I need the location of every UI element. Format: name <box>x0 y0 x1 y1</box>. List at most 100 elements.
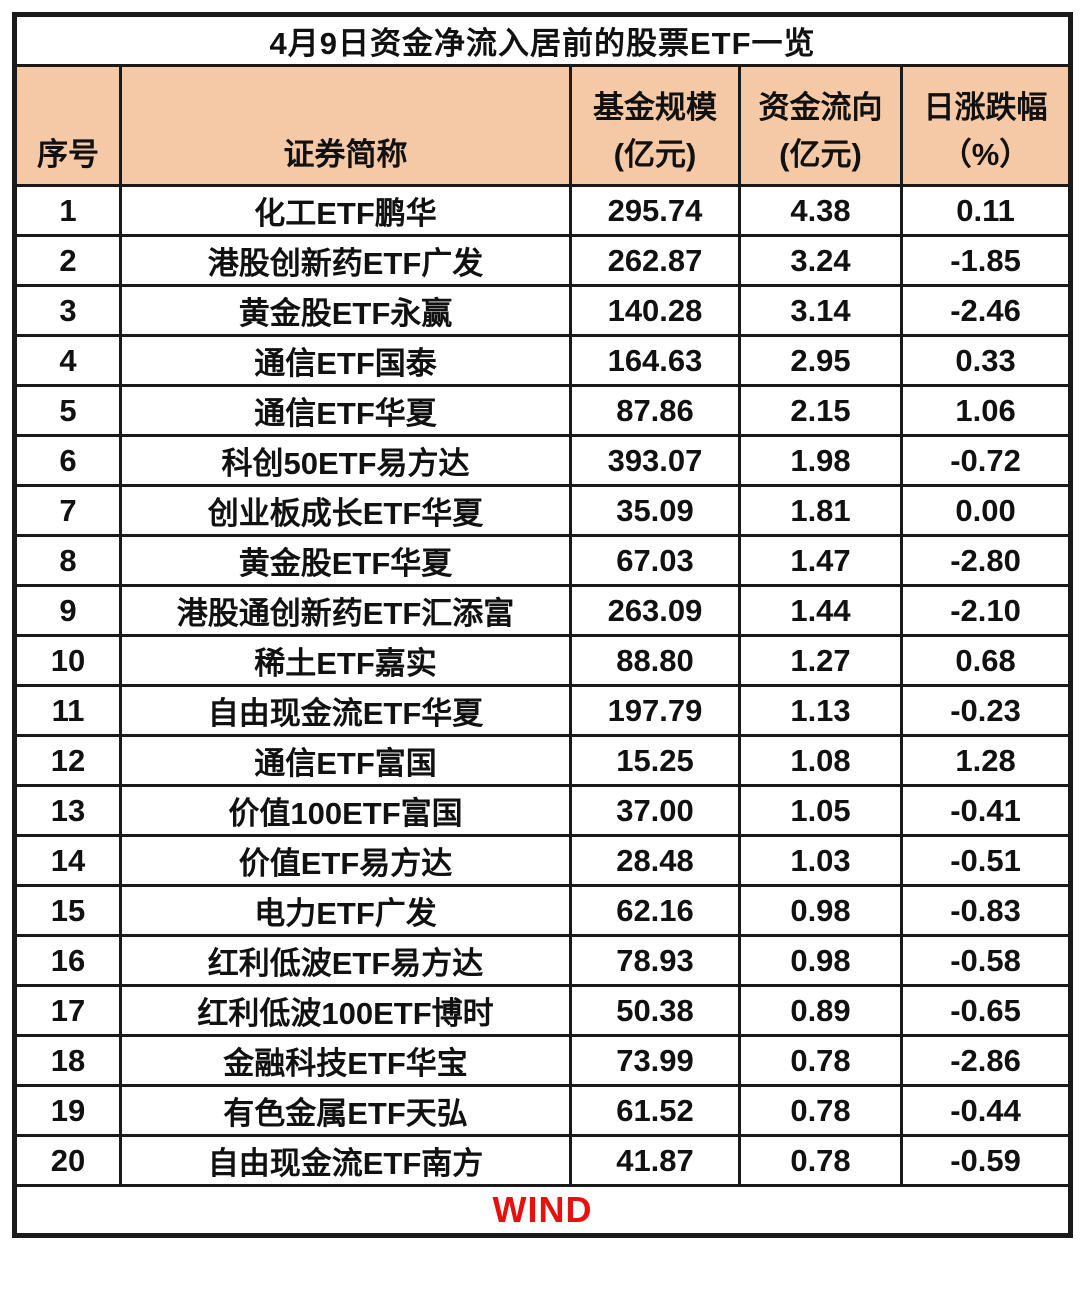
table-row: 13 价值100ETF富国 37.00 1.05 -0.41 <box>13 784 1073 837</box>
rank-cell: 2 <box>13 234 122 287</box>
table-row: 11 自由现金流ETF华夏 197.79 1.13 -0.23 <box>13 684 1073 737</box>
fund-flow-cell: 0.98 <box>738 934 903 987</box>
daily-change-cell: 0.11 <box>899 184 1073 237</box>
rank-cell: 12 <box>13 734 122 787</box>
table-row: 2 港股创新药ETF广发 262.87 3.24 -1.85 <box>13 234 1073 287</box>
rank-cell: 17 <box>13 984 122 1037</box>
security-name-cell: 通信ETF国泰 <box>119 334 572 387</box>
table-row: 12 通信ETF富国 15.25 1.08 1.28 <box>13 734 1073 787</box>
column-header-line: 证券简称 <box>283 136 408 172</box>
fund-flow-cell: 1.81 <box>738 484 903 537</box>
fund-flow-cell: 0.78 <box>738 1134 903 1187</box>
fund-flow-cell: 0.78 <box>738 1034 903 1087</box>
rank-cell: 6 <box>13 434 122 487</box>
security-name-cell: 红利低波100ETF博时 <box>119 984 572 1037</box>
daily-change-cell: -0.44 <box>899 1084 1073 1137</box>
security-name-cell: 通信ETF富国 <box>119 734 572 787</box>
table-row: 4 通信ETF国泰 164.63 2.95 0.33 <box>13 334 1073 387</box>
table-row: 10 稀土ETF嘉实 88.80 1.27 0.68 <box>13 634 1073 687</box>
fund-flow-cell: 4.38 <box>738 184 903 237</box>
fund-flow-cell: 1.08 <box>738 734 903 787</box>
rank-cell: 10 <box>13 634 122 687</box>
fund-size-cell: 35.09 <box>569 484 741 537</box>
rank-cell: 1 <box>13 184 122 237</box>
fund-size-cell: 15.25 <box>569 734 741 787</box>
security-name-cell: 稀土ETF嘉实 <box>119 634 572 687</box>
daily-change-cell: -0.41 <box>899 784 1073 837</box>
etf-net-inflow-table: 4月9日资金净流入居前的股票ETF一览 序号 证券简称 基金规模 (亿元) 资金流向 (亿… <box>12 12 1074 1238</box>
fund-flow-cell: 1.05 <box>738 784 903 837</box>
fund-size-cell: 164.63 <box>569 334 741 387</box>
daily-change-cell: 0.00 <box>899 484 1073 537</box>
daily-change-cell: 1.28 <box>899 734 1073 787</box>
rank-cell: 9 <box>13 584 122 637</box>
column-header-rank: 序号 <box>13 64 122 187</box>
column-header-line: (亿元) <box>613 136 697 172</box>
daily-change-cell: -2.86 <box>899 1034 1073 1087</box>
table-row: 17 红利低波100ETF博时 50.38 0.89 -0.65 <box>13 984 1073 1037</box>
security-name-cell: 金融科技ETF华宝 <box>119 1034 572 1087</box>
daily-change-cell: -2.46 <box>899 284 1073 337</box>
table-row: 6 科创50ETF易方达 393.07 1.98 -0.72 <box>13 434 1073 487</box>
column-header-line: （%） <box>940 136 1031 172</box>
fund-flow-cell: 1.03 <box>738 834 903 887</box>
rank-cell: 4 <box>13 334 122 387</box>
column-header-daily-change: 日涨跌幅 （%） <box>899 64 1073 187</box>
security-name-cell: 通信ETF华夏 <box>119 384 572 437</box>
table-title: 4月9日资金净流入居前的股票ETF一览 <box>12 13 1073 67</box>
security-name-cell: 有色金属ETF天弘 <box>119 1084 572 1137</box>
fund-size-cell: 88.80 <box>569 634 741 687</box>
fund-flow-cell: 1.98 <box>738 434 903 487</box>
fund-size-cell: 140.28 <box>569 284 741 337</box>
fund-size-cell: 50.38 <box>569 984 741 1037</box>
security-name-cell: 价值100ETF富国 <box>119 784 572 837</box>
daily-change-cell: 1.06 <box>899 384 1073 437</box>
daily-change-cell: -0.72 <box>899 434 1073 487</box>
security-name-cell: 自由现金流ETF南方 <box>119 1134 572 1187</box>
fund-flow-cell: 3.14 <box>738 284 903 337</box>
daily-change-cell: -0.51 <box>899 834 1073 887</box>
fund-flow-cell: 1.13 <box>738 684 903 737</box>
security-name-cell: 科创50ETF易方达 <box>119 434 572 487</box>
security-name-cell: 港股通创新药ETF汇添富 <box>119 584 572 637</box>
rank-cell: 18 <box>13 1034 122 1087</box>
fund-flow-cell: 0.98 <box>738 884 903 937</box>
table-row: 7 创业板成长ETF华夏 35.09 1.81 0.00 <box>13 484 1073 537</box>
rank-cell: 11 <box>13 684 122 737</box>
security-name-cell: 电力ETF广发 <box>119 884 572 937</box>
daily-change-cell: 0.33 <box>899 334 1073 387</box>
table-body: 1 化工ETF鹏华 295.74 4.38 0.11 2 港股创新药ETF广发 262.87 3… <box>13 184 1073 1187</box>
rank-cell: 5 <box>13 384 122 437</box>
column-header-name: 证券简称 <box>119 64 572 187</box>
column-header-fund-size: 基金规模 (亿元) <box>569 64 741 187</box>
daily-change-cell: -1.85 <box>899 234 1073 287</box>
column-header-line: 资金流向 <box>758 90 883 125</box>
daily-change-cell: -0.65 <box>899 984 1073 1037</box>
fund-flow-cell: 3.24 <box>738 234 903 287</box>
fund-size-cell: 62.16 <box>569 884 741 937</box>
security-name-cell: 港股创新药ETF广发 <box>119 234 572 287</box>
fund-size-cell: 61.52 <box>569 1084 741 1137</box>
fund-size-cell: 87.86 <box>569 384 741 437</box>
table-row: 15 电力ETF广发 62.16 0.98 -0.83 <box>13 884 1073 937</box>
fund-size-cell: 295.74 <box>569 184 741 237</box>
fund-flow-cell: 0.78 <box>738 1084 903 1137</box>
rank-cell: 14 <box>13 834 122 887</box>
fund-size-cell: 263.09 <box>569 584 741 637</box>
column-header-row: 序号 证券简称 基金规模 (亿元) 资金流向 (亿元) 日涨跌幅 （%） <box>13 64 1073 187</box>
rank-cell: 15 <box>13 884 122 937</box>
column-header-line: 序号 <box>37 136 99 172</box>
table-row: 8 黄金股ETF华夏 67.03 1.47 -2.80 <box>13 534 1073 587</box>
fund-flow-cell: 0.89 <box>738 984 903 1037</box>
column-header-line: (亿元) <box>779 136 862 172</box>
fund-size-cell: 393.07 <box>569 434 741 487</box>
fund-flow-cell: 1.44 <box>738 584 903 637</box>
fund-size-cell: 73.99 <box>569 1034 741 1087</box>
daily-change-cell: -0.83 <box>899 884 1073 937</box>
fund-size-cell: 37.00 <box>569 784 741 837</box>
security-name-cell: 红利低波ETF易方达 <box>119 934 572 987</box>
fund-flow-cell: 1.27 <box>738 634 903 687</box>
column-header-line: 基金规模 <box>593 90 717 125</box>
column-header-line: 日涨跌幅 <box>923 90 1048 125</box>
daily-change-cell: -2.80 <box>899 534 1073 587</box>
